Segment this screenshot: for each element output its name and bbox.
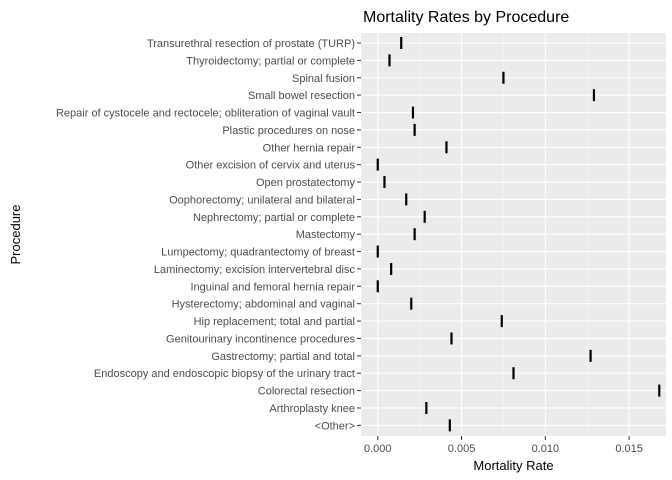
procedure-label: <Other>: [315, 420, 355, 432]
procedure-label: Hip replacement; total and partial: [194, 316, 355, 328]
x-tick-label: 0.000: [364, 443, 392, 455]
procedure-labels: Transurethral resection of prostate (TUR…: [56, 38, 361, 432]
procedure-label: Repair of cystocele and rectocele; oblit…: [56, 108, 355, 120]
procedure-label: Small bowel resection: [248, 90, 355, 102]
procedure-label: Nephrectomy; partial or complete: [193, 212, 355, 224]
procedure-label: Thyroidectomy; partial or complete: [186, 55, 355, 67]
x-tick-label: 0.010: [532, 443, 560, 455]
procedure-label: Spinal fusion: [292, 73, 355, 85]
procedure-label: Transurethral resection of prostate (TUR…: [147, 38, 355, 50]
procedure-label: Other hernia repair: [263, 142, 356, 154]
procedure-label: Colorectal resection: [258, 386, 355, 398]
procedure-label: Endoscopy and endoscopic biopsy of the u…: [94, 368, 355, 380]
procedure-label: Inguinal and femoral hernia repair: [191, 281, 356, 293]
procedure-label: Hysterectomy; abdominal and vaginal: [172, 299, 355, 311]
procedure-label: Lumpectomy; quadrantectomy of breast: [161, 247, 355, 259]
procedure-label: Gastrectomy; partial and total: [211, 351, 355, 363]
procedure-label: Mastectomy: [296, 229, 356, 241]
procedure-label: Plastic procedures on nose: [222, 125, 355, 137]
procedure-label: Oophorectomy; unilateral and bilateral: [169, 194, 355, 206]
x-axis-title: Mortality Rate: [473, 458, 553, 473]
x-tick-label: 0.015: [615, 443, 643, 455]
chart-title: Mortality Rates by Procedure: [363, 9, 569, 26]
x-tick-label: 0.005: [448, 443, 476, 455]
procedure-label: Laminectomy; excision intervertebral dis…: [154, 264, 356, 276]
x-axis-ticks: 0.000 0.005 0.010 0.015: [364, 436, 643, 455]
procedure-label: Other excision of cervix and uterus: [186, 160, 356, 172]
procedure-label: Open prostatectomy: [256, 177, 356, 189]
grid-lines: [361, 33, 666, 436]
procedure-label: Genitourinary incontinence procedures: [166, 333, 355, 345]
y-axis-title: Procedure: [8, 205, 23, 265]
data-marks: [376, 37, 661, 432]
procedure-label: Arthroplasty knee: [269, 403, 355, 415]
